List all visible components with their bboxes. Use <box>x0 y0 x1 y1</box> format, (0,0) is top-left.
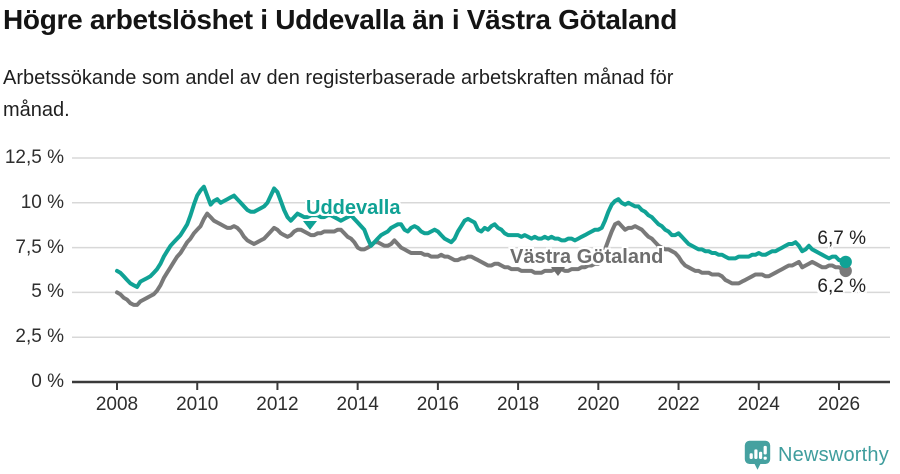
end-value-uddevalla: 6,7 % <box>817 228 866 249</box>
newsworthy-bubble-chart-icon <box>744 440 771 470</box>
series-label-vastra-gotaland: Västra Götaland <box>510 246 664 268</box>
x-tick-label: 2008 <box>95 394 139 415</box>
y-tick-label: 5 % <box>31 281 64 303</box>
end-dot-vastra-gotaland <box>839 264 852 278</box>
newsworthy-wordmark: Newsworthy <box>778 444 889 466</box>
x-tick-label: 2012 <box>256 394 299 415</box>
series-line-uddevalla <box>115 184 848 289</box>
series-pointer-vastra-gotaland-icon <box>551 267 565 276</box>
series-line-vastra-gotaland <box>115 211 848 307</box>
series-label-uddevalla: Uddevalla <box>306 197 401 219</box>
x-tick-label: 2020 <box>577 394 620 415</box>
x-tick-label: 2026 <box>817 394 861 415</box>
y-tick-label: 12,5 % <box>4 147 64 168</box>
chart-subtitle: Arbetssökande som andel av den registerb… <box>3 67 674 121</box>
end-dot-uddevalla <box>839 255 852 269</box>
chart-title: Högre arbetslöshet i Uddevalla än i Väst… <box>3 4 678 35</box>
x-tick-label: 2024 <box>737 394 780 415</box>
series-pointer-uddevalla-icon <box>303 221 317 230</box>
x-tick-label: 2010 <box>176 394 219 415</box>
end-value-vastra-gotaland: 6,2 % <box>817 276 866 297</box>
y-tick-label: 0 % <box>31 371 64 392</box>
y-tick-label: 10 % <box>20 191 64 213</box>
x-tick-label: 2016 <box>416 394 460 415</box>
x-tick-label: 2014 <box>336 394 379 415</box>
x-tick-label: 2022 <box>657 394 700 415</box>
y-tick-label: 2,5 % <box>15 326 64 348</box>
newsworthy-logo: Newsworthy <box>744 440 889 471</box>
x-tick-label: 2018 <box>496 394 540 415</box>
y-tick-label: 7,5 % <box>15 236 64 258</box>
